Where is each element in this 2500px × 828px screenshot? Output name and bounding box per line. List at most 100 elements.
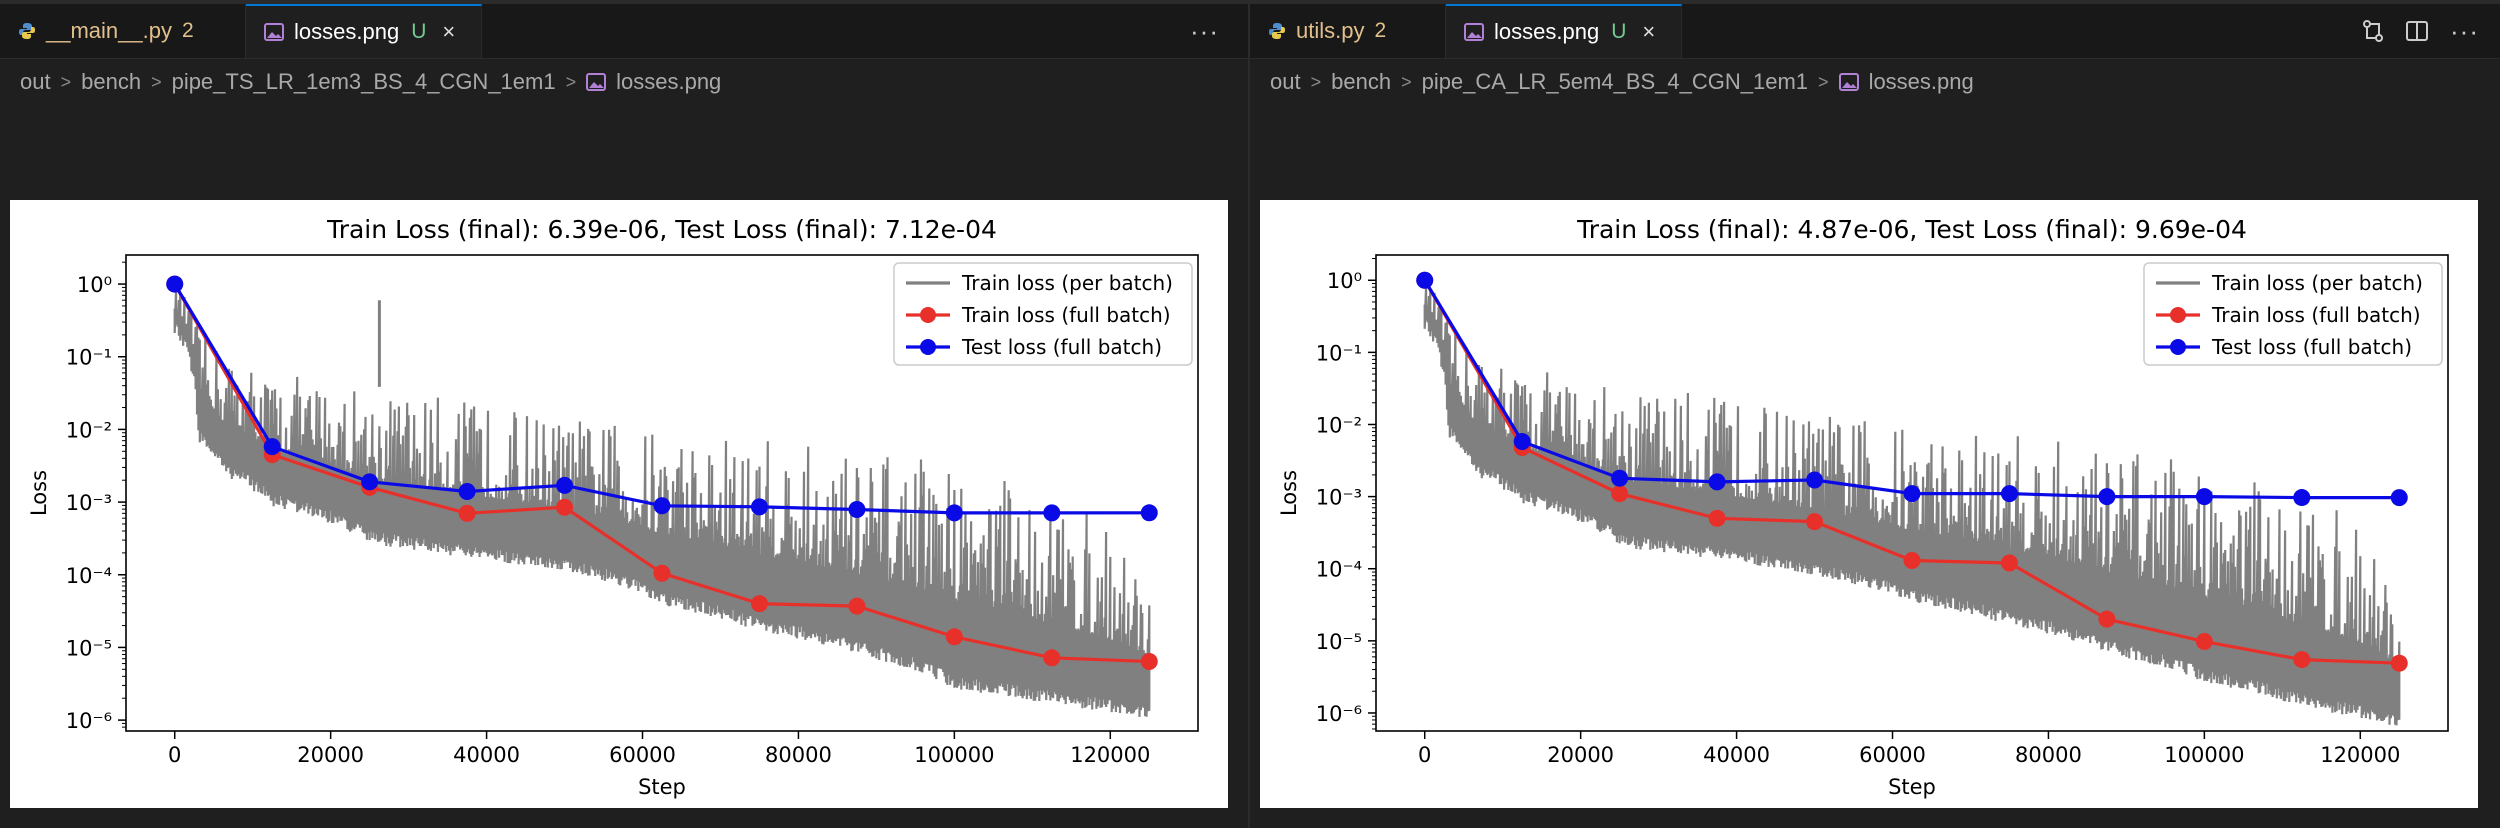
data-point — [653, 564, 671, 582]
data-point — [556, 498, 574, 516]
data-point — [1806, 471, 1824, 489]
y-tick-label: 10⁻⁶ — [1316, 702, 1362, 726]
close-icon[interactable]: × — [1642, 19, 1656, 44]
y-tick-label: 10⁻¹ — [1316, 341, 1362, 365]
data-point — [653, 497, 671, 515]
close-icon[interactable]: × — [442, 19, 456, 44]
x-tick-label: 120000 — [2320, 743, 2400, 767]
legend-label: Test loss (full batch) — [961, 335, 1162, 359]
x-tick-label: 60000 — [1859, 743, 1926, 767]
breadcrumb-item[interactable]: bench — [81, 69, 142, 94]
legend-box — [893, 262, 1193, 366]
y-tick-label: 10⁻⁵ — [1316, 630, 1362, 654]
y-tick-label: 10⁻⁴ — [1316, 558, 1362, 582]
image-icon — [1464, 23, 1484, 41]
y-tick-label: 10⁰ — [1327, 269, 1362, 293]
data-point — [2000, 554, 2018, 572]
x-tick-label: 20000 — [297, 743, 364, 767]
y-axis-label: Loss — [1277, 470, 1301, 516]
tab-utils-py[interactable]: utils.py 2 — [1250, 4, 1446, 58]
x-tick-label: 100000 — [2164, 743, 2244, 767]
x-tick-label: 40000 — [453, 743, 520, 767]
breadcrumb-item[interactable]: pipe_TS_LR_1em3_BS_4_CGN_1em1 — [171, 69, 556, 94]
data-point — [2293, 651, 2311, 669]
breadcrumb-item: losses.png — [1868, 69, 1974, 94]
x-tick-label: 60000 — [609, 743, 676, 767]
editor-splitter[interactable] — [1248, 4, 1250, 828]
plot-frame — [125, 254, 1199, 732]
data-point — [1043, 504, 1061, 522]
image-icon — [1838, 73, 1859, 91]
breadcrumb-item[interactable]: bench — [1331, 69, 1392, 94]
tab-losses-png[interactable]: losses.png U × — [246, 4, 482, 58]
tab-losses-png[interactable]: losses.png U × — [1446, 4, 1682, 58]
data-point — [1903, 485, 1921, 503]
x-tick-label: 40000 — [1703, 743, 1770, 767]
legend-marker — [2170, 307, 2186, 323]
breadcrumb-file[interactable]: losses.png — [586, 69, 721, 95]
more-actions-icon[interactable]: ··· — [2450, 15, 2479, 46]
y-tick-label: 10⁻⁵ — [66, 636, 112, 660]
data-point — [556, 476, 574, 494]
y-tick-label: 10⁰ — [77, 273, 112, 297]
python-icon — [1268, 22, 1286, 40]
loss-chart: Train Loss (final): 4.87e-06, Test Loss … — [1277, 215, 2449, 799]
data-point — [166, 275, 184, 293]
data-point — [361, 473, 379, 491]
tab-label: losses.png — [1494, 19, 1600, 44]
problem-count-badge: 2 — [181, 19, 194, 42]
breadcrumb-item[interactable]: pipe_CA_LR_5em4_BS_4_CGN_1em1 — [1421, 69, 1809, 94]
x-tick-label: 120000 — [1070, 743, 1150, 767]
legend-label: Test loss (full batch) — [2211, 335, 2412, 359]
x-tick-label: 0 — [1418, 743, 1431, 767]
chevron-right-icon: > — [1310, 71, 1322, 92]
editor-pane-left: __main__.py 2 losses.png U × ··· out > b… — [0, 4, 1248, 828]
legend-label: Train loss (full batch) — [961, 303, 1171, 327]
data-point — [1806, 513, 1824, 531]
git-status-untracked: U — [1611, 20, 1627, 43]
git-status-untracked: U — [411, 20, 427, 43]
data-point — [458, 482, 476, 500]
data-point — [945, 504, 963, 522]
data-point — [2390, 654, 2408, 672]
x-tick-label: 0 — [168, 743, 181, 767]
problem-count-badge: 2 — [1374, 19, 1387, 42]
x-tick-label: 100000 — [914, 743, 994, 767]
data-point — [263, 438, 281, 456]
open-changes-icon[interactable] — [2358, 16, 2388, 46]
legend-label: Train loss (full batch) — [2211, 303, 2421, 327]
y-tick-label: 10⁻¹ — [66, 346, 112, 370]
breadcrumb-item[interactable]: out — [1270, 69, 1301, 94]
tab-label: __main__.py — [46, 18, 172, 43]
series-line-train-per-batch — [173, 288, 1151, 717]
data-point — [2000, 485, 2018, 503]
data-point — [1043, 649, 1061, 667]
more-actions-icon[interactable]: ··· — [1190, 15, 1219, 46]
y-tick-label: 10⁻⁴ — [66, 564, 112, 588]
y-tick-label: 10⁻² — [1316, 413, 1362, 437]
data-point — [2293, 489, 2311, 507]
breadcrumb-file[interactable]: losses.png — [1838, 69, 1974, 95]
x-axis-label: Step — [638, 775, 686, 799]
data-point — [2390, 489, 2408, 507]
breadcrumb-item[interactable]: out — [20, 69, 51, 94]
image-preview: Train Loss (final): 6.39e-06, Test Loss … — [10, 200, 1228, 808]
tab-label: losses.png — [294, 19, 400, 44]
loss-chart: Train Loss (final): 6.39e-06, Test Loss … — [27, 215, 1199, 799]
image-icon — [264, 23, 284, 41]
data-point — [2195, 632, 2213, 650]
y-tick-label: 10⁻³ — [66, 491, 112, 515]
plot-frame — [1375, 254, 2449, 732]
data-point — [1903, 552, 1921, 570]
data-point — [750, 498, 768, 516]
image-preview: Train Loss (final): 4.87e-06, Test Loss … — [1260, 200, 2478, 808]
y-axis-label: Loss — [27, 470, 51, 516]
tab-main-py[interactable]: __main__.py 2 — [0, 4, 246, 58]
y-tick-label: 10⁻⁶ — [66, 709, 112, 733]
chevron-right-icon: > — [565, 71, 577, 92]
chart-title: Train Loss (final): 4.87e-06, Test Loss … — [1576, 215, 2247, 244]
split-editor-icon[interactable] — [2402, 16, 2432, 46]
data-point — [1513, 433, 1531, 451]
x-tick-label: 80000 — [765, 743, 832, 767]
y-tick-label: 10⁻³ — [1316, 486, 1362, 510]
